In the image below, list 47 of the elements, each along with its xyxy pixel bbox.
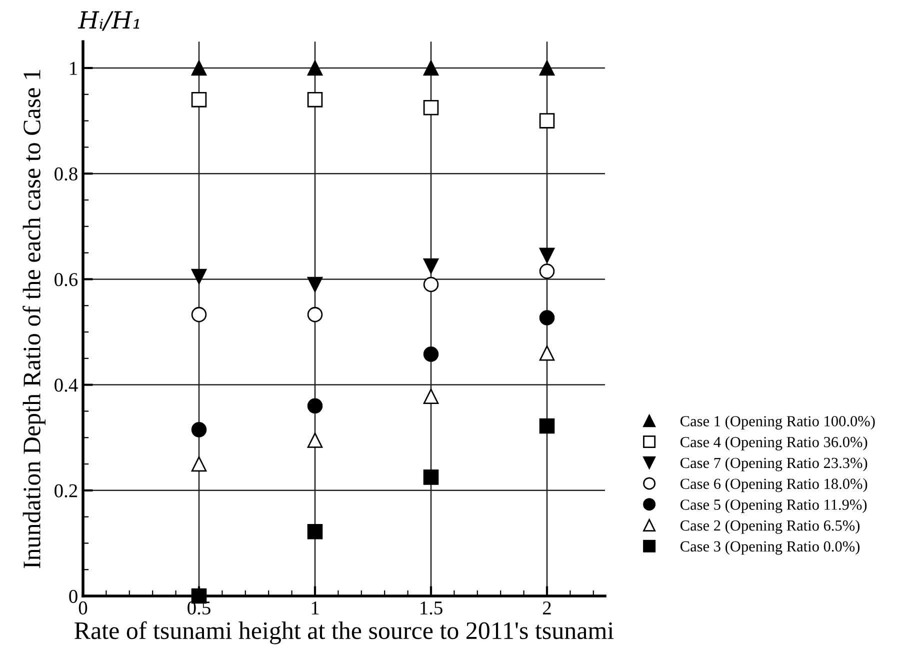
x-tick-label: 2 (542, 601, 551, 614)
point (307, 276, 323, 292)
point (307, 60, 323, 76)
legend-label: Case 4 (Opening Ratio 36.0%) (680, 436, 868, 450)
point (539, 264, 555, 279)
x-tick-label: 0 (78, 601, 88, 615)
x-tick-label: 1 (312, 602, 319, 614)
y-tick-label: 1 (70, 62, 77, 75)
y-tick-label: 0.6 (54, 273, 78, 286)
y-tick-label: 0.4 (54, 378, 78, 392)
point (307, 306, 323, 322)
point (307, 524, 323, 540)
point (307, 92, 323, 108)
point (191, 92, 207, 108)
point (539, 60, 555, 76)
x-tick-label: 1.5 (420, 602, 442, 615)
y-tick-label: 0.8 (54, 167, 78, 181)
point (423, 100, 439, 116)
legend-label: Case 6 (Opening Ratio 18.0%) (680, 478, 868, 492)
x-axis-title: Rate of tsunami height at the source to 2011's tsunami (74, 621, 614, 644)
point (307, 432, 323, 448)
point (539, 248, 555, 264)
text: Hᵢ/H₁ (78, 11, 140, 31)
point (307, 398, 323, 414)
point (539, 418, 555, 434)
y-tick-label: 0 (69, 590, 78, 603)
y-axis-title: Inundation Depth Ratio of the each case to Case 1 (22, 70, 46, 568)
legend-label: Case 5 (Opening Ratio 11.9%) (680, 499, 867, 513)
point (191, 268, 207, 284)
point (191, 456, 207, 472)
legend-label: Case 7 (Opening Ratio 23.3%) (680, 457, 868, 472)
point (423, 60, 439, 76)
point (423, 276, 439, 292)
point (423, 258, 439, 274)
point (539, 113, 555, 128)
point (191, 306, 207, 322)
legend-label: Case 2 (Opening Ratio 6.5%) (680, 520, 860, 534)
legend-label: Case 1 (Opening Ratio 100.0%) (680, 416, 875, 430)
point (191, 422, 207, 438)
point (539, 310, 555, 326)
point (423, 470, 439, 485)
point (539, 345, 555, 361)
legend-label: Case 3 (Opening Ratio 0.0%) (680, 540, 860, 555)
point (423, 346, 439, 362)
point (423, 388, 439, 404)
y-tick-label: 0.2 (54, 484, 78, 498)
point (191, 60, 207, 76)
